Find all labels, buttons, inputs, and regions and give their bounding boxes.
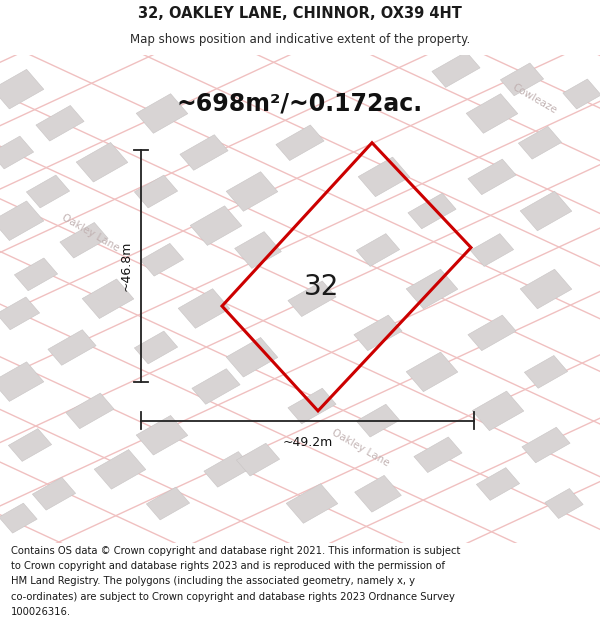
Polygon shape <box>94 449 146 489</box>
Polygon shape <box>136 94 188 133</box>
Polygon shape <box>60 222 108 258</box>
Polygon shape <box>356 404 400 437</box>
Polygon shape <box>226 338 278 377</box>
Text: 32, OAKLEY LANE, CHINNOR, OX39 4HT: 32, OAKLEY LANE, CHINNOR, OX39 4HT <box>138 6 462 21</box>
Polygon shape <box>134 175 178 208</box>
Polygon shape <box>235 232 281 268</box>
Polygon shape <box>476 468 520 501</box>
Text: ~46.8m: ~46.8m <box>119 241 133 291</box>
Polygon shape <box>408 193 456 229</box>
Polygon shape <box>472 391 524 431</box>
Polygon shape <box>134 331 178 364</box>
Text: Oakley Lane: Oakley Lane <box>329 427 391 468</box>
Polygon shape <box>0 503 37 533</box>
Polygon shape <box>136 416 188 455</box>
Polygon shape <box>146 487 190 520</box>
Polygon shape <box>32 478 76 510</box>
Polygon shape <box>190 206 242 246</box>
Polygon shape <box>355 476 401 512</box>
Polygon shape <box>524 356 568 388</box>
Polygon shape <box>276 125 324 161</box>
Polygon shape <box>0 136 34 169</box>
Polygon shape <box>432 52 480 88</box>
Text: Oakley Lane: Oakley Lane <box>59 213 121 253</box>
Polygon shape <box>288 388 336 424</box>
Text: co-ordinates) are subject to Crown copyright and database rights 2023 Ordnance S: co-ordinates) are subject to Crown copyr… <box>11 592 455 602</box>
Polygon shape <box>0 362 44 401</box>
Polygon shape <box>563 79 600 109</box>
Polygon shape <box>358 157 410 197</box>
Polygon shape <box>66 393 114 429</box>
Text: ~698m²/~0.172ac.: ~698m²/~0.172ac. <box>177 92 423 116</box>
Polygon shape <box>466 94 518 133</box>
Polygon shape <box>500 63 544 96</box>
Polygon shape <box>178 289 230 328</box>
Polygon shape <box>406 352 458 392</box>
Polygon shape <box>545 489 583 519</box>
Text: ~49.2m: ~49.2m <box>283 436 332 449</box>
Polygon shape <box>0 69 44 109</box>
Polygon shape <box>14 258 58 291</box>
Polygon shape <box>468 315 516 351</box>
Text: 32: 32 <box>304 272 340 301</box>
Polygon shape <box>288 281 336 316</box>
Polygon shape <box>0 297 40 330</box>
Polygon shape <box>236 443 280 476</box>
Polygon shape <box>192 369 240 404</box>
Polygon shape <box>518 126 562 159</box>
Text: Contains OS data © Crown copyright and database right 2021. This information is : Contains OS data © Crown copyright and d… <box>11 546 460 556</box>
Polygon shape <box>0 201 44 241</box>
Polygon shape <box>406 269 458 309</box>
Polygon shape <box>82 279 134 319</box>
Polygon shape <box>520 269 572 309</box>
Polygon shape <box>468 159 516 194</box>
Polygon shape <box>76 142 128 182</box>
Polygon shape <box>8 429 52 461</box>
Text: HM Land Registry. The polygons (including the associated geometry, namely x, y: HM Land Registry. The polygons (includin… <box>11 576 415 586</box>
Polygon shape <box>356 234 400 266</box>
Text: Map shows position and indicative extent of the property.: Map shows position and indicative extent… <box>130 33 470 46</box>
Polygon shape <box>354 315 402 351</box>
Polygon shape <box>140 243 184 276</box>
Polygon shape <box>180 135 228 170</box>
Polygon shape <box>48 330 96 365</box>
Polygon shape <box>470 234 514 266</box>
Polygon shape <box>36 106 84 141</box>
Text: 100026316.: 100026316. <box>11 607 71 617</box>
Polygon shape <box>414 437 462 472</box>
Polygon shape <box>520 191 572 231</box>
Polygon shape <box>204 452 252 487</box>
Text: to Crown copyright and database rights 2023 and is reproduced with the permissio: to Crown copyright and database rights 2… <box>11 561 445 571</box>
Polygon shape <box>226 172 278 211</box>
Polygon shape <box>286 484 338 523</box>
Polygon shape <box>26 175 70 208</box>
Polygon shape <box>522 428 570 462</box>
Text: Cowleaze: Cowleaze <box>510 82 558 116</box>
